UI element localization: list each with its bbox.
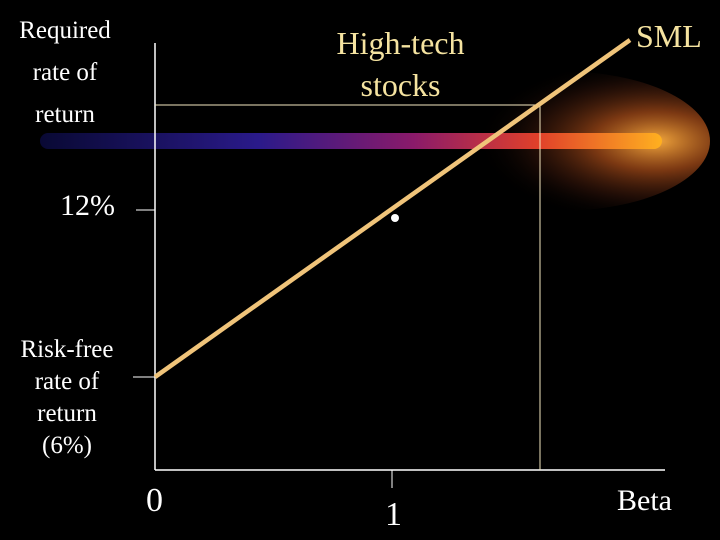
x-axis-label: Beta	[617, 484, 672, 517]
market-point	[391, 214, 399, 222]
high-tech-label-line-1: High-tech	[336, 25, 465, 61]
y-axis-label-line-3: return	[35, 101, 95, 128]
risk-free-label: Risk-free rate of return (6%)	[8, 334, 126, 462]
x-tick-0-label: 0	[146, 482, 163, 519]
risk-free-label-line-2: rate of	[34, 368, 100, 395]
risk-free-label-line-1: Risk-free	[20, 336, 114, 363]
sml-line	[153, 38, 632, 379]
high-tech-stocks-label: High-tech stocks	[318, 22, 483, 106]
x-tick-1-label: 1	[385, 496, 402, 533]
high-tech-label-line-2: stocks	[360, 67, 441, 103]
sml-label: SML	[636, 18, 702, 54]
y-axis-label: Required rate of return	[6, 10, 124, 136]
rate-12-label: 12%	[60, 189, 115, 222]
risk-free-label-line-3: return	[37, 400, 97, 427]
y-axis-label-line-1: Required	[19, 17, 111, 44]
y-axis-label-line-2: rate of	[32, 59, 98, 86]
risk-free-label-line-4: (6%)	[42, 432, 92, 459]
highlight-band	[40, 133, 662, 149]
